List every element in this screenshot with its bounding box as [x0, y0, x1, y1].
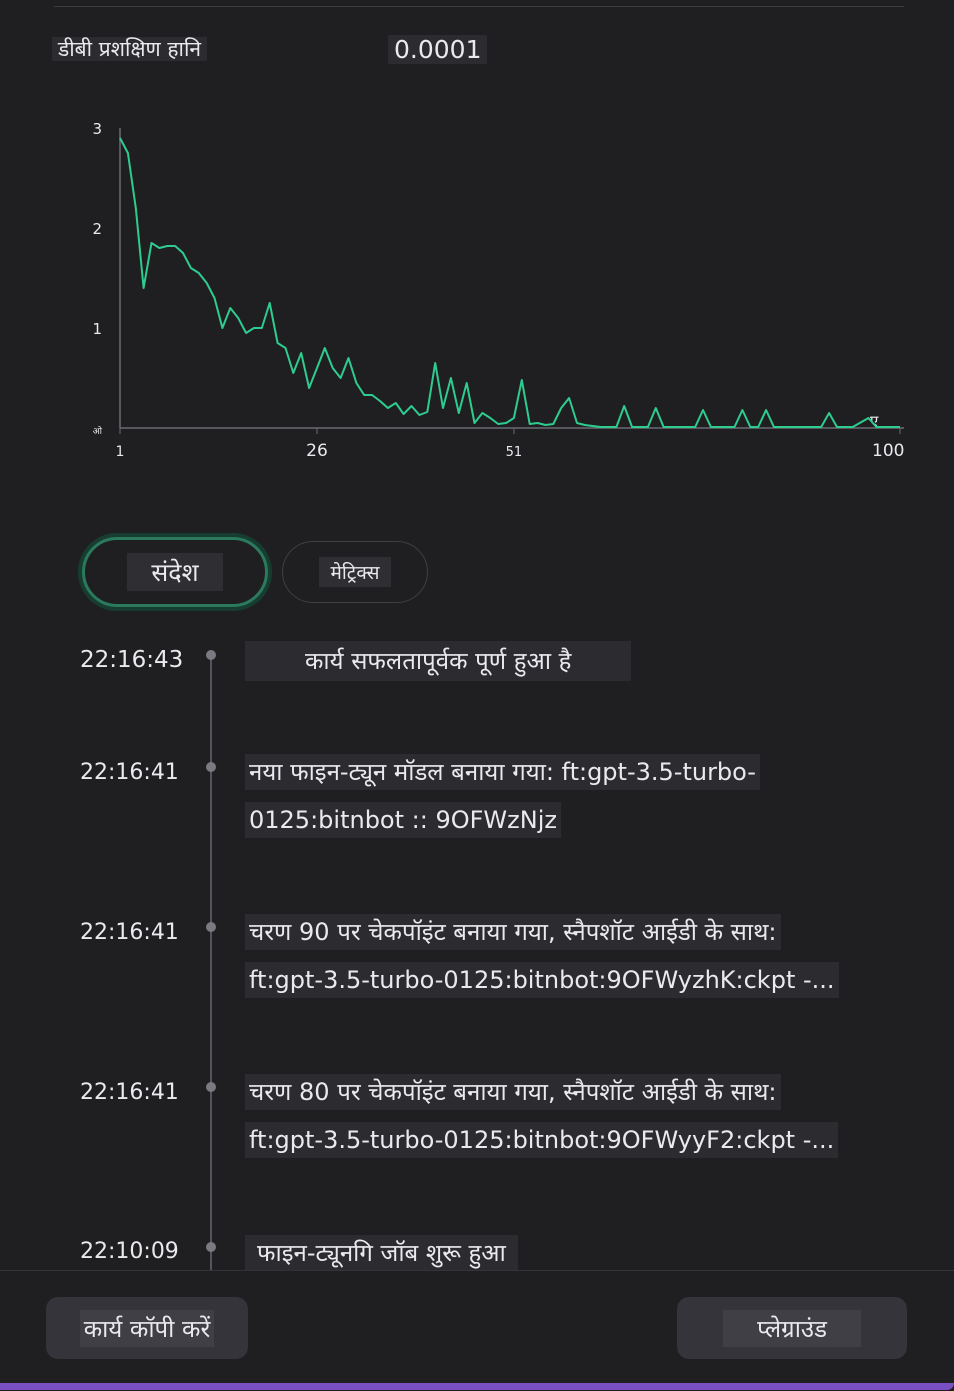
event-message: कार्य सफलतापूर्वक पूर्ण हुआ है — [245, 637, 632, 685]
y-tick-label: 1 — [92, 320, 102, 338]
y-tick-label: 2 — [92, 220, 102, 238]
tab-metrics[interactable]: मेट्रिक्स — [282, 541, 428, 603]
event-timeline-line — [210, 655, 212, 1270]
timeline-dot — [206, 922, 216, 932]
event-message-line: ft:gpt-3.5-turbo-0125:bitnbot:9OFWyzhK:c… — [245, 962, 839, 998]
event-message: नया फाइन-ट्यून मॉडल बनाया गया: ft:gpt-3.… — [245, 748, 760, 844]
accent-bar — [0, 1383, 954, 1390]
event-message: फाइन-ट्यूनगि जॉब शुरू हुआ — [245, 1229, 518, 1277]
metric-value: 0.0001 — [388, 34, 488, 66]
event-message-line: कार्य सफलतापूर्वक पूर्ण हुआ है — [245, 641, 632, 681]
event-message-line: फाइन-ट्यूनगि जॉब शुरू हुआ — [245, 1235, 518, 1271]
metric-label: डीबी प्रशक्षिण हानि — [52, 34, 208, 64]
event-time: 22:10:09 — [80, 1239, 179, 1264]
event-time: 22:16:41 — [80, 760, 179, 785]
playground-button[interactable]: प्लेग्राउंड — [677, 1297, 907, 1359]
event-time: 22:16:41 — [80, 920, 179, 945]
x-tick-label: 1 — [116, 444, 125, 460]
copy-job-button[interactable]: कार्य कॉपी करें — [46, 1297, 248, 1359]
event-time: 22:16:41 — [80, 1080, 179, 1105]
y-tick-label: ओ — [93, 425, 103, 437]
event-message-line: ft:gpt-3.5-turbo-0125:bitnbot:9OFWyyF2:c… — [245, 1122, 839, 1158]
event-time: 22:16:43 — [80, 647, 184, 673]
tab-messages-label: संदेश — [127, 553, 223, 591]
x-tick-label: 26 — [306, 441, 328, 461]
event-message-line: चरण 90 पर चेकपॉइंट बनाया गया, स्नैपशॉट आ… — [245, 914, 781, 950]
tab-messages[interactable]: संदेश — [82, 537, 268, 607]
timeline-dot — [206, 1242, 216, 1252]
event-message: चरण 80 पर चेकपॉइंट बनाया गया, स्नैपशॉट आ… — [245, 1068, 839, 1164]
event-message-line: नया फाइन-ट्यून मॉडल बनाया गया: ft:gpt-3.… — [245, 754, 760, 790]
tab-metrics-label: मेट्रिक्स — [318, 557, 392, 587]
timeline-dot — [206, 1082, 216, 1092]
event-message-line: चरण 80 पर चेकपॉइंट बनाया गया, स्नैपशॉट आ… — [245, 1074, 781, 1110]
y-tick-label: 3 — [92, 120, 102, 138]
playground-label: प्लेग्राउंड — [723, 1309, 861, 1347]
x-end-label: ए — [870, 412, 879, 430]
metric-value-text: 0.0001 — [388, 35, 488, 64]
timeline-dot — [206, 650, 216, 660]
loss-series-line — [119, 137, 900, 428]
timeline-dot — [206, 762, 216, 772]
loss-chart: 3 2 1 ओ 1 26 51 100 ए — [92, 120, 904, 461]
x-tick-label: 100 — [872, 441, 904, 461]
event-message: चरण 90 पर चेकपॉइंट बनाया गया, स्नैपशॉट आ… — [245, 908, 839, 1004]
metric-label-text: डीबी प्रशक्षिण हानि — [52, 37, 208, 61]
divider — [54, 6, 904, 7]
copy-job-label: कार्य कॉपी करें — [79, 1309, 215, 1347]
event-message-line: 0125:bitnbot :: 9OFWzNjz — [245, 802, 561, 838]
x-tick-label: 51 — [506, 445, 523, 460]
